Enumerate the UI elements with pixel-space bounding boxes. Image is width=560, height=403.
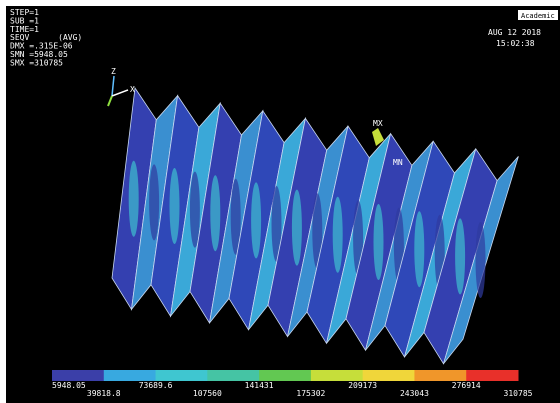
legend-label: 209173 — [348, 381, 377, 390]
stress-patch — [333, 197, 343, 273]
screenshot: Z X MX MN Academic AUG 12 2018 15:02:38 … — [0, 0, 560, 403]
stress-patch — [149, 164, 159, 240]
triad-label: X — [130, 85, 135, 94]
max-label: MX — [373, 119, 383, 128]
triad-label: Z — [111, 67, 116, 76]
legend-swatch — [466, 370, 518, 381]
page: Z X MX MN Academic AUG 12 2018 15:02:38 … — [0, 0, 560, 403]
legend-swatch — [311, 370, 363, 381]
stress-patch — [374, 204, 384, 280]
legend-label: 310785 — [504, 389, 533, 398]
stress-patch — [170, 168, 180, 244]
legend-swatch — [52, 370, 104, 381]
stress-patch — [251, 182, 261, 258]
badge: Academic — [521, 12, 555, 20]
legend-label: 243043 — [400, 389, 429, 398]
legend-label: 141431 — [245, 381, 274, 390]
legend-label: 39818.8 — [87, 389, 121, 398]
legend-label: 73689.6 — [139, 381, 173, 390]
min-label: MN — [393, 158, 403, 167]
legend-label: 276914 — [452, 381, 481, 390]
stress-patch — [210, 175, 220, 251]
legend-label: 5948.05 — [52, 381, 86, 390]
legend-label: 175302 — [296, 389, 325, 398]
stress-patch — [476, 222, 486, 298]
legend-swatch — [207, 370, 259, 381]
header-line: SMX =310785 — [10, 58, 63, 67]
legend-swatch — [259, 370, 311, 381]
date: AUG 12 2018 — [488, 28, 541, 37]
legend-swatch — [156, 370, 208, 381]
stress-patch — [292, 190, 302, 266]
stress-patch — [190, 172, 200, 248]
legend-swatch — [363, 370, 415, 381]
stress-patch — [129, 161, 139, 237]
stress-patch — [455, 218, 465, 294]
time: 15:02:38 — [496, 39, 535, 48]
legend-swatch — [104, 370, 156, 381]
stress-patch — [414, 211, 424, 287]
legend-swatch — [414, 370, 466, 381]
legend-label: 107560 — [193, 389, 222, 398]
